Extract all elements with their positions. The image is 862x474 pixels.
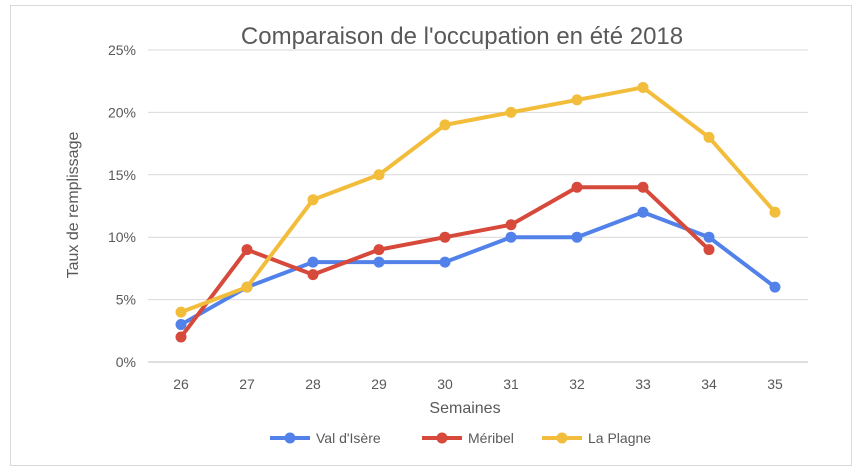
legend-item: La Plagne <box>542 430 651 446</box>
y-tick-label: 25% <box>108 42 136 58</box>
x-tick-label: 30 <box>437 376 453 392</box>
grid-lines <box>148 49 808 363</box>
data-point <box>571 231 583 243</box>
data-point <box>571 94 583 106</box>
data-point <box>241 281 253 293</box>
legend-label: Méribel <box>468 430 514 446</box>
y-axis-label: Taux de remplissage <box>65 132 82 279</box>
legend-label: Val d'Isère <box>316 430 381 446</box>
series-layer <box>175 81 781 343</box>
data-point <box>439 231 451 243</box>
data-point <box>571 181 583 193</box>
y-tick-label: 0% <box>116 354 136 370</box>
data-point <box>703 231 715 243</box>
legend-label: La Plagne <box>588 430 651 446</box>
chart-title: Comparaison de l'occupation en été 2018 <box>241 23 683 50</box>
x-tick-label: 35 <box>767 376 783 392</box>
data-point <box>439 119 451 131</box>
data-point <box>175 306 187 318</box>
x-tick-label: 29 <box>371 376 387 392</box>
data-point <box>637 81 649 93</box>
data-point <box>769 206 781 218</box>
series-line <box>180 85 777 314</box>
data-point <box>505 106 517 118</box>
x-tick-label: 28 <box>305 376 321 392</box>
data-point <box>175 319 187 331</box>
y-tick-label: 20% <box>108 104 136 120</box>
x-tick-label: 32 <box>569 376 585 392</box>
legend-item: Méribel <box>422 430 514 446</box>
legend-item: Val d'Isère <box>270 430 381 446</box>
x-axis-ticks: 26 27 28 29 30 31 32 33 34 35 <box>173 376 783 392</box>
x-tick-label: 33 <box>635 376 651 392</box>
x-tick-label: 31 <box>503 376 519 392</box>
data-point <box>373 169 385 181</box>
data-point <box>769 281 781 293</box>
data-point <box>637 206 649 218</box>
x-tick-label: 34 <box>701 376 717 392</box>
legend: Val d'Isère Méribel La Plagne <box>270 430 651 446</box>
data-point <box>703 244 715 256</box>
data-point <box>373 244 385 256</box>
data-point <box>307 194 319 206</box>
data-point <box>439 256 451 268</box>
data-point <box>637 181 649 193</box>
legend-marker <box>436 432 448 444</box>
series <box>175 206 781 331</box>
legend-marker <box>284 432 296 444</box>
x-tick-label: 27 <box>239 376 255 392</box>
data-point <box>241 244 253 256</box>
y-tick-label: 5% <box>116 292 136 308</box>
x-axis-label: Semaines <box>429 400 500 417</box>
y-tick-label: 15% <box>108 167 136 183</box>
y-tick-label: 10% <box>108 229 136 245</box>
y-axis-ticks: 0% 5% 10% 15% 20% 25% <box>108 42 136 370</box>
data-point <box>505 231 517 243</box>
series <box>175 81 781 318</box>
data-point <box>373 256 385 268</box>
series-line <box>180 210 777 327</box>
legend-marker <box>556 432 568 444</box>
data-point <box>307 269 319 281</box>
data-point <box>505 219 517 231</box>
data-point <box>703 131 715 143</box>
x-tick-label: 26 <box>173 376 189 392</box>
data-point <box>307 256 319 268</box>
data-point <box>175 331 187 343</box>
